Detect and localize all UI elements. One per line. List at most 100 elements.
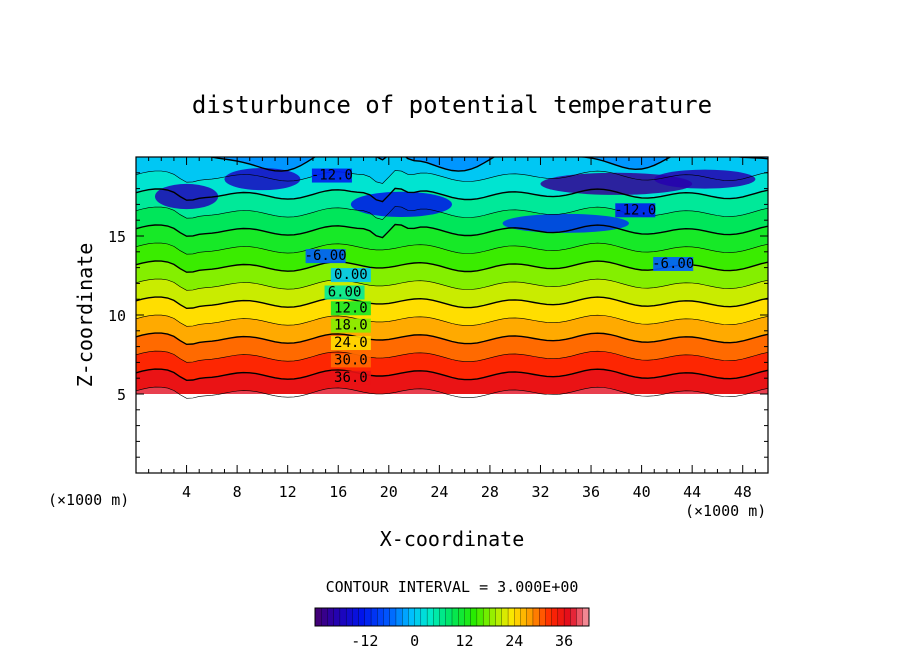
field-band: [136, 243, 768, 273]
colorbar-segment: [482, 607, 490, 627]
contour-label-bg: [653, 257, 694, 272]
colorbar-frame: [314, 607, 590, 627]
colorbar-tick-label: 12: [455, 632, 473, 650]
x-tick-label: 40: [633, 483, 651, 501]
x-tick-label: 32: [531, 483, 549, 501]
colorbar-segment: [339, 607, 347, 627]
field-band: [136, 224, 768, 255]
colorbar-segment: [520, 607, 528, 627]
x-unit-left: (×1000 m): [48, 491, 129, 509]
x-tick-label: 28: [481, 483, 499, 501]
contour-label: -12.0: [614, 202, 656, 218]
colorbar-segment: [539, 607, 546, 627]
colorbar-segment: [358, 607, 366, 627]
colorbar-segment: [507, 607, 515, 627]
colorbar-segment: [420, 607, 428, 627]
colorbar-tick-label: 36: [555, 632, 573, 650]
colorbar-segment: [545, 607, 553, 627]
contour-line: [136, 314, 768, 327]
colorbar-segment: [408, 607, 416, 627]
contour-label: -12.0: [311, 168, 353, 184]
contour-label: -6.00: [652, 256, 694, 272]
colorbar-segment: [563, 607, 571, 627]
x-tick-label: 48: [734, 483, 752, 501]
contour-line: [136, 187, 768, 203]
contour-line: [136, 206, 768, 220]
temperature-field: [136, 157, 768, 473]
y-axis-ticks: 5 10 15: [108, 172, 768, 458]
colorbar-tick-label: -12: [351, 632, 378, 650]
contour-lines: [136, 128, 768, 399]
colorbar-segment: [570, 607, 577, 627]
cold-pocket: [540, 172, 693, 195]
contour-label-bg: [305, 249, 346, 264]
colorbar-segment: [576, 607, 584, 627]
contour-label: 30.0: [334, 352, 368, 368]
cold-pocket: [154, 183, 219, 210]
contour-label: 18.0: [334, 318, 368, 334]
cold-pocket: [502, 213, 629, 233]
colorbar: [314, 607, 590, 627]
x-tick-label: 36: [582, 483, 600, 501]
contour-label-bg: [330, 301, 371, 316]
y-tick-label: 10: [108, 307, 126, 325]
contour-line: [136, 128, 768, 155]
contour-line: [136, 223, 768, 239]
colorbar-segment: [439, 607, 447, 627]
colorbar-segment: [321, 607, 328, 627]
contour-line: [136, 350, 768, 363]
contour-label: 0.00: [334, 267, 368, 283]
colorbar-segment: [501, 607, 509, 627]
colorbar-segment: [364, 607, 372, 627]
contour-label-bg: [330, 336, 371, 351]
y-axis-label: Z-coordinate: [73, 243, 97, 388]
colorbar-segment: [426, 607, 434, 627]
colorbar-segment: [402, 607, 409, 627]
colorbar-segment: [476, 607, 484, 627]
y-tick-label: 5: [117, 386, 126, 404]
contour-line: [136, 368, 768, 382]
colorbar-segment: [470, 607, 478, 627]
no-data-region: [136, 394, 768, 473]
colorbar-segment: [327, 607, 335, 627]
colorbar-segment: [389, 607, 397, 627]
cold-pocket: [224, 168, 301, 191]
chart-title: disturbunce of potential temperature: [192, 91, 712, 119]
x-tick-label: 16: [329, 483, 347, 501]
colorbar-segment: [557, 607, 565, 627]
colorbar-segment: [458, 607, 465, 627]
contour-label: 24.0: [334, 335, 368, 351]
x-tick-label: 4: [182, 483, 191, 501]
colorbar-segment: [395, 607, 403, 627]
contour-line: [136, 157, 768, 172]
field-band: [136, 369, 768, 399]
colorbar-segment: [532, 607, 540, 627]
colorbar-segment: [345, 607, 353, 627]
colorbar-ticks: -12 0 12 24 36: [351, 632, 573, 650]
colorbar-segment: [514, 607, 521, 627]
cold-pocket: [654, 169, 756, 189]
x-tick-label: 44: [683, 483, 701, 501]
cold-pocket: [350, 191, 452, 218]
field-band: [136, 351, 768, 381]
field-band: [136, 206, 768, 238]
contour-label: 12.0: [334, 300, 368, 316]
contour-label-bg: [615, 203, 656, 218]
colorbar-segment: [414, 607, 422, 627]
x-tick-label: 24: [430, 483, 448, 501]
colorbar-segment: [377, 607, 384, 627]
contour-label: 6.00: [328, 284, 362, 300]
contour-interval-label: CONTOUR INTERVAL = 3.000E+00: [326, 578, 579, 596]
contour-line: [136, 278, 768, 291]
colorbar-segment: [333, 607, 341, 627]
contour-line: [136, 242, 768, 255]
colorbar-segment: [445, 607, 453, 627]
contour-label: 36.0: [334, 370, 368, 386]
field-band: [136, 297, 768, 327]
x-axis-ticks: 4 8 12 16 20 24 28 32 36 40 44 48: [148, 157, 756, 501]
contour-label-bg: [311, 168, 352, 183]
colorbar-segment: [551, 607, 559, 627]
x-axis-label: X-coordinate: [380, 527, 525, 551]
